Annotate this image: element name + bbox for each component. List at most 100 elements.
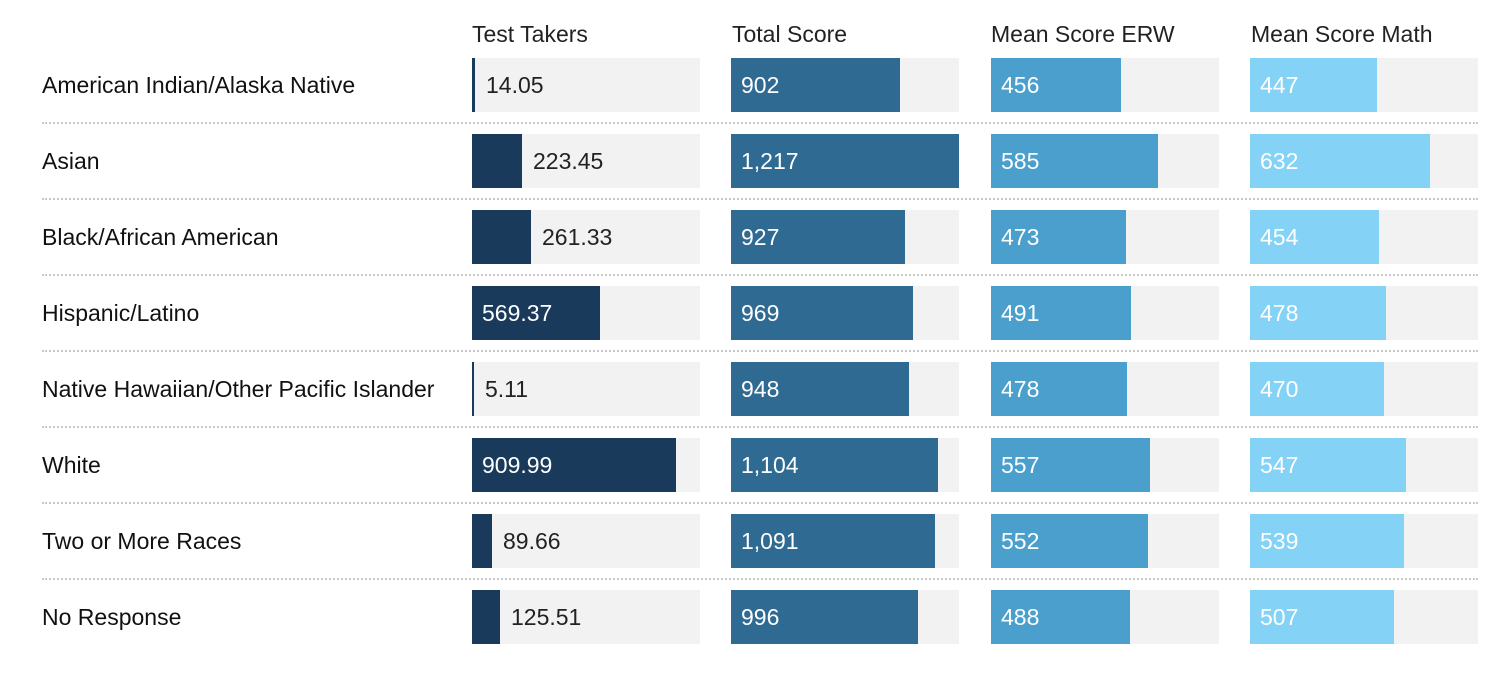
- table-row: American Indian/Alaska Native 14.05 902 456…: [0, 47, 1504, 124]
- row-divider: [42, 122, 1478, 124]
- bar-total-score: [731, 134, 959, 188]
- bar-erw: [991, 286, 1131, 340]
- bar-test-takers: [472, 134, 522, 188]
- data-label: 569.37: [482, 300, 553, 326]
- bar-total-score: [731, 590, 918, 644]
- row-divider: [42, 198, 1478, 200]
- data-label: 478: [1001, 376, 1040, 402]
- bar-test-takers: [472, 438, 676, 492]
- data-label: 969: [741, 300, 780, 326]
- bar-math: [1250, 438, 1406, 492]
- bar-track: 1,091: [731, 514, 959, 568]
- row-label: No Response: [42, 604, 182, 630]
- bar-math: [1250, 210, 1379, 264]
- data-label: 902: [741, 72, 780, 98]
- data-label: 488: [1001, 604, 1040, 630]
- bar-test-takers: [472, 58, 475, 112]
- column-header-mean-score-math: Mean Score Math: [1251, 21, 1433, 47]
- data-label: 478: [1260, 300, 1299, 326]
- row-divider: [42, 578, 1478, 580]
- column-header-test-takers: Test Takers: [472, 21, 588, 47]
- bar-track: 14.05: [472, 58, 700, 112]
- bar-math: [1250, 286, 1386, 340]
- bar-track: 969: [731, 286, 959, 340]
- bar-math: [1250, 134, 1430, 188]
- bar-total-score: [731, 514, 935, 568]
- bar-track: 632: [1250, 134, 1478, 188]
- data-label: 1,217: [741, 148, 799, 174]
- bar-erw: [991, 514, 1148, 568]
- column-header-mean-score-erw: Mean Score ERW: [991, 21, 1175, 47]
- bar-track: 569.37: [472, 286, 700, 340]
- bar-track: 491: [991, 286, 1219, 340]
- bar-math: [1250, 590, 1394, 644]
- row-label: Two or More Races: [42, 528, 242, 554]
- row-label: American Indian/Alaska Native: [42, 72, 356, 98]
- bar-track: 557: [991, 438, 1219, 492]
- data-label: 223.45: [533, 148, 604, 174]
- bar-track: 948: [731, 362, 959, 416]
- data-label: 470: [1260, 376, 1299, 402]
- bar-track: 902: [731, 58, 959, 112]
- bar-erw: [991, 210, 1126, 264]
- bar-math: [1250, 362, 1384, 416]
- bar-erw: [991, 362, 1127, 416]
- table-row: Black/African American 261.33 927 473 454: [0, 199, 1504, 276]
- table-row: Two or More Races 89.66 1,091 552 539: [0, 503, 1504, 580]
- column-header-total-score: Total Score: [732, 21, 848, 47]
- bar-total-score: [731, 362, 909, 416]
- bar-track: 552: [991, 514, 1219, 568]
- bar-track: 585: [991, 134, 1219, 188]
- bar-track: 5.11: [472, 362, 700, 416]
- table-row: No Response 125.51 996 488 507: [0, 579, 1504, 655]
- bar-track: 454: [1250, 210, 1478, 264]
- row-divider: [42, 274, 1478, 276]
- data-label: 632: [1260, 148, 1299, 174]
- bar-track: 1,104: [731, 438, 959, 492]
- bar-track: 547: [1250, 438, 1478, 492]
- row-label: Black/African American: [42, 224, 279, 250]
- data-label: 454: [1260, 224, 1299, 250]
- data-label: 491: [1001, 300, 1040, 326]
- row-divider: [42, 350, 1478, 352]
- bar-test-takers: [472, 210, 531, 264]
- bar-track: 996: [731, 590, 959, 644]
- data-label: 5.11: [485, 376, 529, 402]
- bar-test-takers: [472, 362, 474, 416]
- bar-track: 927: [731, 210, 959, 264]
- data-label: 447: [1260, 72, 1299, 98]
- bar-total-score: [731, 210, 905, 264]
- data-label: 89.66: [503, 528, 561, 554]
- bar-test-takers: [472, 286, 600, 340]
- data-label: 125.51: [511, 604, 582, 630]
- bar-track: 478: [1250, 286, 1478, 340]
- data-label: 14.05: [486, 72, 544, 98]
- bar-erw: [991, 590, 1130, 644]
- data-label: 927: [741, 224, 780, 250]
- data-label: 1,104: [741, 452, 799, 478]
- bar-track: 456: [991, 58, 1219, 112]
- bar-erw: [991, 438, 1150, 492]
- bar-track: 223.45: [472, 134, 700, 188]
- bar-track: 488: [991, 590, 1219, 644]
- row-label: Asian: [42, 148, 100, 174]
- bar-math: [1250, 514, 1404, 568]
- bar-erw: [991, 134, 1158, 188]
- row-divider: [42, 426, 1478, 428]
- data-label: 552: [1001, 528, 1040, 554]
- bar-track: 261.33: [472, 210, 700, 264]
- bar-track: 1,217: [731, 134, 959, 188]
- bar-total-score: [731, 286, 913, 340]
- bar-track: 89.66: [472, 514, 700, 568]
- data-label: 547: [1260, 452, 1299, 478]
- row-label: Native Hawaiian/Other Pacific Islander: [42, 376, 435, 402]
- row-label: Hispanic/Latino: [42, 300, 200, 326]
- data-label: 507: [1260, 604, 1299, 630]
- bar-track: 478: [991, 362, 1219, 416]
- data-label: 585: [1001, 148, 1040, 174]
- row-label: White: [42, 452, 101, 478]
- data-label: 996: [741, 604, 780, 630]
- table-row: White 909.99 1,104 557 547: [0, 427, 1504, 504]
- data-label: 909.99: [482, 452, 553, 478]
- table-row: Hispanic/Latino 569.37 969 491 478: [0, 275, 1504, 352]
